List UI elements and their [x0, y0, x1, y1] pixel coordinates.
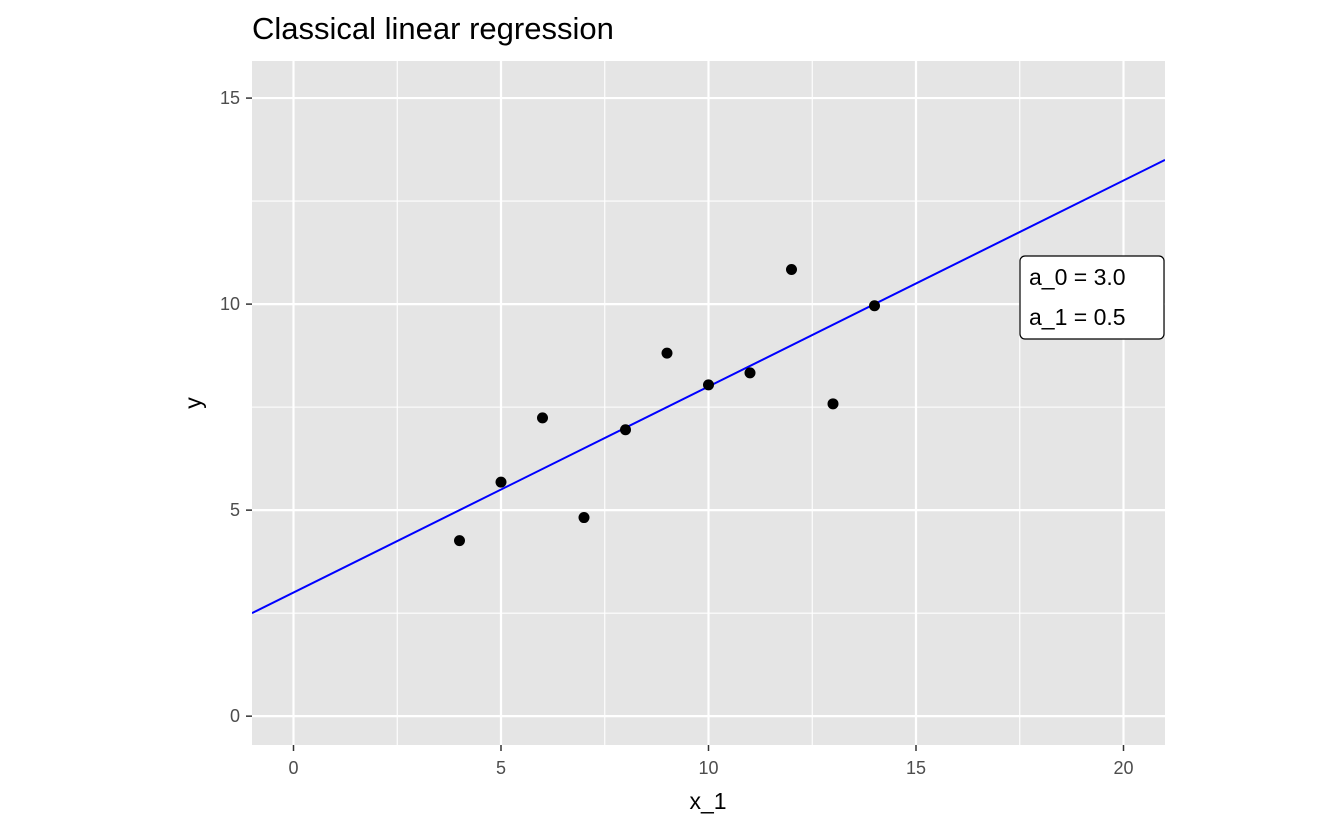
data-point — [661, 347, 673, 359]
data-point — [537, 412, 548, 424]
x-tick-label: 10 — [698, 758, 718, 778]
x-tick-label: 0 — [288, 758, 298, 778]
x-axis: 0 5 10 15 20 — [288, 745, 1134, 778]
coefficient-annotation: a_0 = 3.0 a_1 = 0.5 — [1019, 255, 1165, 340]
data-point — [620, 424, 631, 436]
data-point — [454, 535, 465, 547]
data-points — [454, 263, 880, 547]
data-point — [578, 512, 590, 524]
y-tick-label: 10 — [220, 294, 240, 314]
x-tick-label: 15 — [906, 758, 926, 778]
x-axis-title: x_1 — [689, 788, 726, 814]
data-point — [744, 367, 756, 379]
data-point — [495, 476, 507, 488]
y-axis: 0 5 10 15 — [220, 88, 252, 726]
y-tick-label: 0 — [230, 706, 240, 726]
chart-title: Classical linear regression — [252, 11, 614, 46]
data-point — [703, 379, 714, 391]
x-tick-label: 5 — [496, 758, 506, 778]
annotation-box — [1019, 255, 1165, 340]
y-tick-label: 15 — [220, 88, 240, 108]
major-grid — [252, 61, 1165, 745]
data-point — [786, 263, 797, 275]
data-point — [827, 398, 839, 410]
y-axis-title: y — [180, 397, 206, 409]
data-point — [869, 300, 880, 312]
annotation-line: a_1 = 0.5 — [1029, 304, 1126, 330]
y-tick-label: 5 — [230, 500, 240, 520]
annotation-line: a_0 = 3.0 — [1029, 264, 1126, 290]
x-tick-label: 20 — [1113, 758, 1133, 778]
